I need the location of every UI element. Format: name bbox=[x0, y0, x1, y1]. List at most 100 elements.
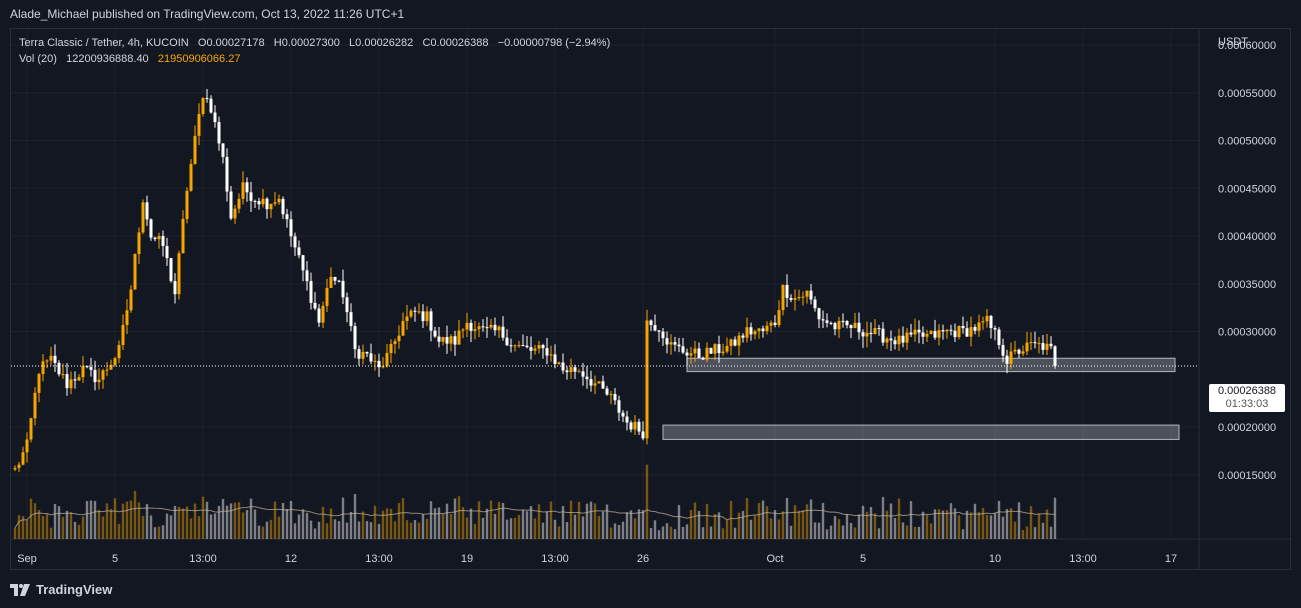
volume-bar bbox=[565, 522, 569, 539]
candle-body bbox=[441, 336, 445, 342]
volume-bar bbox=[777, 519, 781, 539]
volume-bar bbox=[801, 510, 805, 539]
volume-bar bbox=[905, 525, 909, 539]
candle-body bbox=[909, 332, 913, 335]
candle-body bbox=[53, 355, 57, 363]
volume-bar bbox=[169, 515, 173, 539]
volume-bar bbox=[81, 516, 85, 539]
candle-body bbox=[473, 329, 477, 331]
candle-body bbox=[417, 311, 421, 313]
candle-body bbox=[45, 360, 49, 362]
candle-body bbox=[41, 361, 45, 375]
candle-body bbox=[641, 431, 645, 439]
candle-body bbox=[989, 315, 993, 328]
candle-body bbox=[25, 439, 29, 453]
candle-body bbox=[585, 376, 589, 380]
volume-bar bbox=[161, 525, 165, 539]
candle-body bbox=[705, 347, 709, 360]
candle-body bbox=[809, 290, 813, 300]
volume-bar bbox=[853, 527, 857, 539]
tradingview-logo[interactable]: TradingView bbox=[10, 582, 112, 597]
volume-bar bbox=[281, 502, 285, 539]
x-tick-label: 5 bbox=[860, 553, 866, 565]
candle-body bbox=[797, 296, 801, 299]
candle-body bbox=[177, 253, 181, 295]
volume-bar bbox=[29, 498, 33, 539]
last-price-value: 0.00026388 bbox=[1217, 385, 1277, 397]
candle-body bbox=[489, 324, 493, 328]
volume-bar bbox=[641, 510, 645, 539]
tradingview-logo-text: TradingView bbox=[36, 582, 113, 597]
candle-body bbox=[761, 328, 765, 332]
candle-body bbox=[933, 330, 937, 338]
volume-bar bbox=[577, 501, 581, 539]
volume-bar bbox=[13, 527, 17, 539]
volume-bar bbox=[857, 514, 861, 539]
y-tick-label: 0.00045000 bbox=[1218, 183, 1276, 195]
candle-body bbox=[549, 354, 553, 356]
candle-body bbox=[825, 320, 829, 323]
volume-bar bbox=[233, 502, 237, 539]
chart-panel[interactable]: 0.00060000 0.00055000 0.00050000 0.00045000… bbox=[10, 28, 1291, 570]
volume-bar bbox=[1049, 526, 1053, 539]
volume-bar bbox=[729, 500, 733, 539]
candle-body bbox=[321, 305, 325, 323]
volume-bar bbox=[297, 514, 301, 539]
volume-bar bbox=[689, 509, 693, 539]
volume-bar bbox=[265, 521, 269, 539]
candle-body bbox=[305, 270, 309, 282]
candle-body bbox=[113, 358, 117, 366]
volume-bar bbox=[165, 513, 169, 539]
candle-body bbox=[873, 328, 877, 335]
volume-bar bbox=[37, 510, 41, 539]
candle-body bbox=[941, 330, 945, 332]
volume-bar bbox=[289, 500, 293, 539]
volume-bar bbox=[365, 520, 369, 539]
candle-body bbox=[345, 297, 349, 313]
volume-bar bbox=[989, 515, 993, 539]
volume-bar bbox=[433, 508, 437, 539]
candle-body bbox=[605, 388, 609, 395]
candle-body bbox=[141, 202, 145, 233]
candle-body bbox=[217, 122, 221, 144]
candle-body bbox=[481, 326, 485, 328]
candle-body bbox=[413, 310, 417, 312]
candle-body bbox=[645, 320, 649, 439]
candle-body bbox=[145, 202, 149, 220]
volume-bar bbox=[185, 506, 189, 539]
volume-bar bbox=[681, 526, 685, 539]
volume-bar bbox=[393, 521, 397, 539]
y-tick-label: 0.00055000 bbox=[1218, 88, 1276, 100]
candle-body bbox=[1009, 351, 1013, 364]
candle-body bbox=[745, 327, 749, 338]
candle-body bbox=[193, 135, 197, 164]
candle-body bbox=[857, 322, 861, 333]
volume-bar bbox=[409, 522, 413, 539]
volume-bar bbox=[817, 522, 821, 539]
volume-bar bbox=[189, 518, 193, 539]
candle-body bbox=[229, 191, 233, 219]
volume-bar bbox=[41, 516, 45, 539]
volume-bar bbox=[381, 510, 385, 539]
y-tick-label: 0.00015000 bbox=[1218, 470, 1276, 482]
candle-body bbox=[889, 338, 893, 341]
volume-bar bbox=[373, 505, 377, 539]
volume-bar bbox=[589, 501, 593, 539]
candle-body bbox=[445, 336, 449, 344]
x-tick-label: 13:00 bbox=[189, 553, 217, 565]
candle-body bbox=[713, 344, 717, 354]
candle-body bbox=[401, 321, 405, 336]
candle-body bbox=[993, 327, 997, 330]
candle-body bbox=[269, 203, 273, 210]
volume-bar bbox=[389, 508, 393, 539]
candle-body bbox=[621, 412, 625, 417]
volume-bar bbox=[89, 500, 93, 539]
candlestick-chart[interactable]: 0.00060000 0.00055000 0.00050000 0.00045000… bbox=[11, 29, 1290, 569]
volume-bar bbox=[33, 503, 37, 539]
candle-body bbox=[389, 343, 393, 354]
volume-bar bbox=[525, 511, 529, 539]
volume-bar bbox=[713, 514, 717, 539]
candle-body bbox=[237, 198, 241, 209]
candle-body bbox=[1053, 346, 1057, 366]
candle-body bbox=[765, 325, 769, 332]
